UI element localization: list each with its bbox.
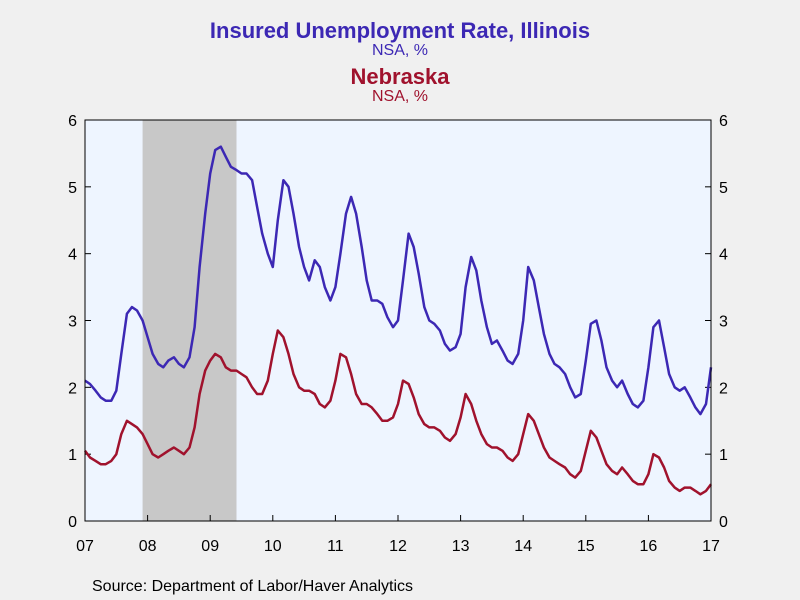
second-series-subtitle: NSA, % [371, 88, 428, 105]
x-tick-label: 11 [327, 538, 344, 555]
series-line-nebraska [83, 329, 713, 496]
x-tick-label: 17 [702, 538, 720, 555]
y-tick-label-left: 2 [68, 380, 77, 397]
y-tick-label-right: 4 [719, 247, 728, 264]
y-tick-label-right: 0 [719, 514, 728, 531]
x-tick-label: 09 [201, 538, 219, 555]
x-tick-label: 07 [76, 538, 94, 555]
recession-shading [142, 120, 237, 521]
y-tick-label-left: 6 [68, 113, 77, 130]
y-tick-label-right: 6 [719, 113, 728, 130]
x-tick-label: 15 [577, 538, 595, 555]
x-tick-label: 14 [514, 538, 532, 555]
y-tick-label-left: 3 [68, 314, 77, 331]
y-tick-label-left: 1 [68, 447, 77, 464]
source-note: Source: Department of Labor/Haver Analyt… [92, 578, 414, 595]
y-tick-label-right: 2 [719, 380, 728, 397]
x-tick-label: 16 [640, 538, 658, 555]
x-tick-label: 12 [389, 538, 407, 555]
y-tick-label-right: 1 [719, 447, 728, 464]
x-tick-label: 08 [139, 538, 157, 555]
x-tick-label: 10 [264, 538, 282, 555]
series-line-illinois [84, 145, 713, 416]
chart-title: Insured Unemployment Rate, Illinois [209, 18, 591, 43]
plot-frame [84, 119, 712, 522]
y-tick-label-right: 3 [719, 314, 728, 331]
y-tick-label-right: 5 [719, 180, 728, 197]
y-tick-label-left: 5 [68, 180, 77, 197]
x-tick-label: 13 [452, 538, 470, 555]
y-tick-label-left: 0 [68, 514, 77, 531]
y-tick-label-left: 4 [68, 247, 77, 264]
second-series-title: Nebraska [350, 64, 450, 89]
chart-subtitle: NSA, % [371, 42, 428, 59]
